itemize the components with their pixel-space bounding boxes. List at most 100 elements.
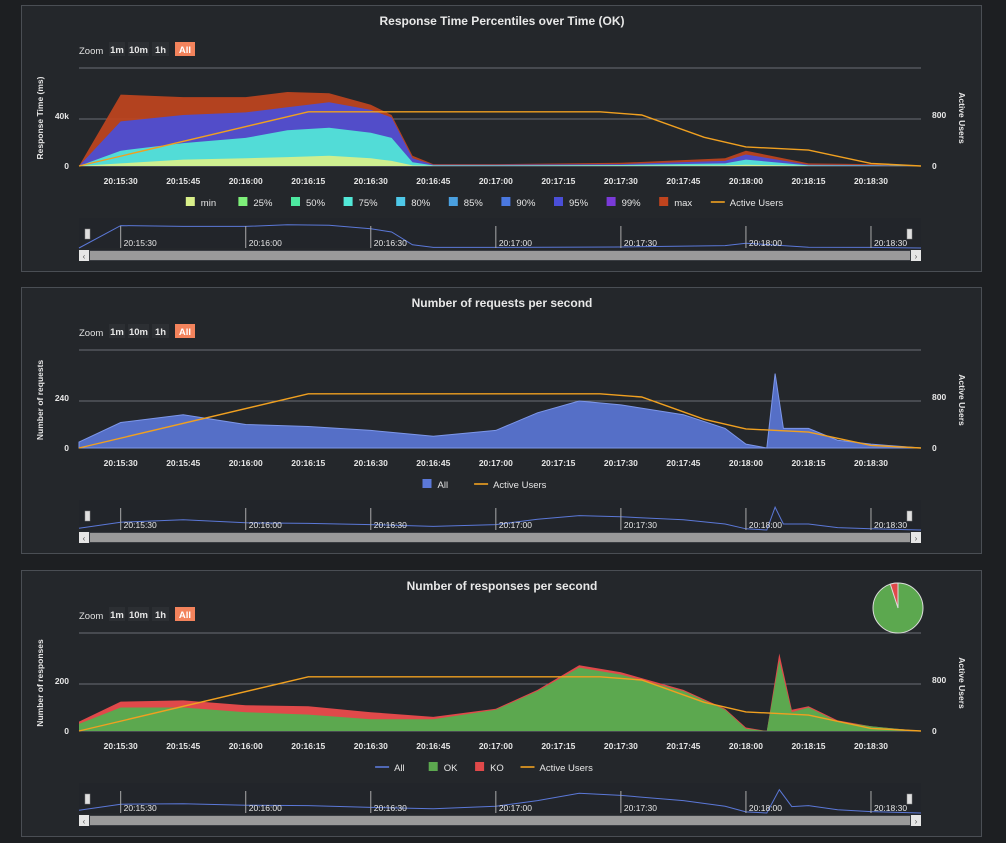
legend-label: All	[394, 763, 405, 774]
navigator-tick-label: 20:16:30	[374, 238, 407, 248]
navigator-tick-label: 20:17:30	[624, 238, 657, 248]
scrollbar-right-arrow: ›	[915, 817, 918, 826]
scrollbar-right-button[interactable]	[911, 815, 921, 826]
navigator-handle-right[interactable]	[906, 793, 913, 805]
x-tick-label: 20:18:15	[791, 458, 825, 468]
chart-title: Number of requests per second	[412, 296, 593, 310]
x-tick-label: 20:16:15	[291, 741, 325, 751]
legend-item-99-[interactable]: 99%	[606, 197, 642, 209]
navigator-tick-label: 20:18:30	[874, 238, 907, 248]
navigator-tick-label: 20:17:00	[499, 520, 532, 530]
y2-axis-title: Active Users	[957, 657, 967, 709]
navigator-background	[79, 218, 921, 248]
legend-label: Active Users	[730, 198, 784, 209]
scrollbar-right-button[interactable]	[911, 250, 921, 261]
legend-item-all[interactable]: All	[422, 479, 449, 491]
legend-label: 25%	[253, 198, 273, 209]
scrollbar-left-button[interactable]	[79, 250, 89, 261]
x-tick-label: 20:18:00	[729, 458, 763, 468]
navigator-handle-right[interactable]	[906, 228, 913, 240]
navigator-tick-label: 20:16:30	[374, 520, 407, 530]
pie-slice-ko	[889, 582, 899, 609]
x-tick-label: 20:17:30	[604, 741, 638, 751]
zoom-button-all[interactable]: All	[175, 42, 195, 56]
zoom-button-bg	[128, 324, 149, 338]
scrollbar-left-arrow: ‹	[83, 817, 86, 826]
y2-axis-title: Active Users	[957, 374, 967, 426]
zoom-button-1h[interactable]: 1h	[152, 324, 169, 338]
scrollbar-left-button[interactable]	[79, 815, 89, 826]
zoom-button-10m[interactable]: 10m	[128, 42, 149, 56]
legend-item-85-[interactable]: 85%	[448, 197, 484, 209]
x-tick-label: 20:16:30	[354, 458, 388, 468]
zoom-button-1m[interactable]: 1m	[109, 607, 125, 621]
legend-item-90-[interactable]: 90%	[501, 197, 536, 209]
legend-swatch	[448, 197, 458, 206]
legend-label: 80%	[411, 198, 431, 209]
navigator-handle-left[interactable]	[84, 228, 91, 240]
zoom-button-10m[interactable]: 10m	[128, 607, 149, 621]
zoom-button-bg	[109, 42, 125, 56]
legend-item-max[interactable]: max	[659, 197, 692, 209]
legend-item-50-[interactable]: 50%	[291, 197, 326, 209]
legend-item-min[interactable]: min	[185, 197, 216, 209]
legend-label: KO	[490, 763, 504, 774]
series-ok-area	[79, 660, 921, 731]
navigator-tick-label: 20:15:30	[124, 520, 157, 530]
x-tick-label: 20:16:15	[291, 458, 325, 468]
navigator-tick-label: 20:18:00	[749, 803, 782, 813]
legend-item-all[interactable]: All	[375, 763, 405, 774]
x-tick-label: 20:16:00	[229, 176, 263, 186]
zoom-button-10m[interactable]: 10m	[128, 324, 149, 338]
zoom-button-all[interactable]: All	[175, 607, 195, 621]
scrollbar-thumb[interactable]	[90, 533, 910, 542]
zoom-button-1h[interactable]: 1h	[152, 607, 169, 621]
scrollbar-thumb[interactable]	[90, 251, 910, 260]
zoom-button-bg	[175, 42, 195, 56]
x-tick-label: 20:17:00	[479, 458, 513, 468]
navigator-handle-left[interactable]	[84, 510, 91, 522]
y-axis-title: Number of responses	[35, 639, 45, 727]
scrollbar-left-button[interactable]	[79, 532, 89, 543]
navigator-tick-label: 20:17:30	[624, 803, 657, 813]
navigator-handle-right[interactable]	[906, 510, 913, 522]
legend-item-80-[interactable]: 80%	[396, 197, 431, 209]
zoom-button-1m[interactable]: 1m	[109, 42, 125, 56]
x-tick-label: 20:17:15	[541, 741, 575, 751]
legend-item-75-[interactable]: 75%	[343, 197, 379, 209]
legend-label: 85%	[464, 198, 484, 209]
legend-label: All	[438, 480, 449, 491]
legend-item-ko[interactable]: KO	[475, 762, 504, 774]
legend-label: 99%	[622, 198, 642, 209]
legend-label: 50%	[306, 198, 326, 209]
navigator-tick-label: 20:15:30	[124, 238, 157, 248]
x-tick-label: 20:15:45	[166, 458, 200, 468]
legend-item-active-users[interactable]: Active Users	[474, 480, 547, 491]
x-tick-label: 20:18:15	[791, 176, 825, 186]
y-axis-title: Response Time (ms)	[35, 76, 45, 159]
x-tick-label: 20:18:00	[729, 176, 763, 186]
navigator-handle-left[interactable]	[84, 793, 91, 805]
navigator-tick-label: 20:18:30	[874, 520, 907, 530]
x-tick-label: 20:16:45	[416, 176, 450, 186]
zoom-button-bg	[175, 607, 195, 621]
legend-item-25-[interactable]: 25%	[238, 197, 273, 209]
legend-label: 75%	[359, 198, 379, 209]
legend-item-95-[interactable]: 95%	[554, 197, 589, 209]
zoom-button-label: All	[179, 327, 191, 338]
navigator-background	[79, 500, 921, 530]
x-tick-label: 20:18:00	[729, 741, 763, 751]
scrollbar-thumb[interactable]	[90, 816, 910, 825]
zoom-button-1m[interactable]: 1m	[109, 324, 125, 338]
scrollbar-right-button[interactable]	[911, 532, 921, 543]
zoom-button-all[interactable]: All	[175, 324, 195, 338]
legend-swatch	[554, 197, 563, 206]
legend-item-active-users[interactable]: Active Users	[710, 198, 784, 209]
zoom-button-1h[interactable]: 1h	[152, 42, 169, 56]
y-tick-label: 0	[64, 726, 69, 736]
y-tick-label: 200	[55, 676, 69, 686]
y2-tick-label: 800	[932, 110, 946, 120]
legend-item-ok[interactable]: OK	[428, 762, 458, 774]
x-tick-label: 20:16:00	[229, 741, 263, 751]
legend-item-active-users[interactable]: Active Users	[520, 763, 594, 774]
